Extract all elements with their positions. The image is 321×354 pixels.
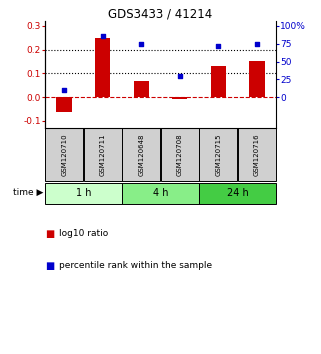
Point xyxy=(216,43,221,49)
Title: GDS3433 / 41214: GDS3433 / 41214 xyxy=(108,7,213,20)
Text: GSM120648: GSM120648 xyxy=(138,133,144,176)
Text: 1 h: 1 h xyxy=(76,188,91,198)
FancyBboxPatch shape xyxy=(84,129,122,181)
Point xyxy=(139,41,144,47)
Text: log10 ratio: log10 ratio xyxy=(59,229,108,238)
Bar xyxy=(172,97,187,99)
Bar xyxy=(211,66,226,97)
Point xyxy=(100,33,105,39)
Point xyxy=(62,87,67,93)
FancyBboxPatch shape xyxy=(122,129,160,181)
Text: ■: ■ xyxy=(45,229,54,239)
Text: GSM120716: GSM120716 xyxy=(254,133,260,176)
Text: GSM120711: GSM120711 xyxy=(100,133,106,176)
FancyBboxPatch shape xyxy=(45,183,122,204)
Text: time ▶: time ▶ xyxy=(13,188,44,197)
FancyBboxPatch shape xyxy=(122,183,199,204)
Text: GSM120710: GSM120710 xyxy=(61,133,67,176)
FancyBboxPatch shape xyxy=(238,129,276,181)
Bar xyxy=(249,61,265,97)
Point xyxy=(177,73,182,79)
Text: 4 h: 4 h xyxy=(153,188,168,198)
Bar xyxy=(95,38,110,97)
FancyBboxPatch shape xyxy=(161,129,199,181)
Text: 24 h: 24 h xyxy=(227,188,248,198)
Text: percentile rank within the sample: percentile rank within the sample xyxy=(59,261,213,270)
FancyBboxPatch shape xyxy=(199,129,237,181)
FancyBboxPatch shape xyxy=(199,183,276,204)
Bar xyxy=(56,97,72,112)
FancyBboxPatch shape xyxy=(45,129,83,181)
Text: GSM120715: GSM120715 xyxy=(215,133,221,176)
Text: ■: ■ xyxy=(45,261,54,270)
Text: GSM120708: GSM120708 xyxy=(177,133,183,176)
Point xyxy=(254,42,259,47)
Bar xyxy=(134,81,149,97)
